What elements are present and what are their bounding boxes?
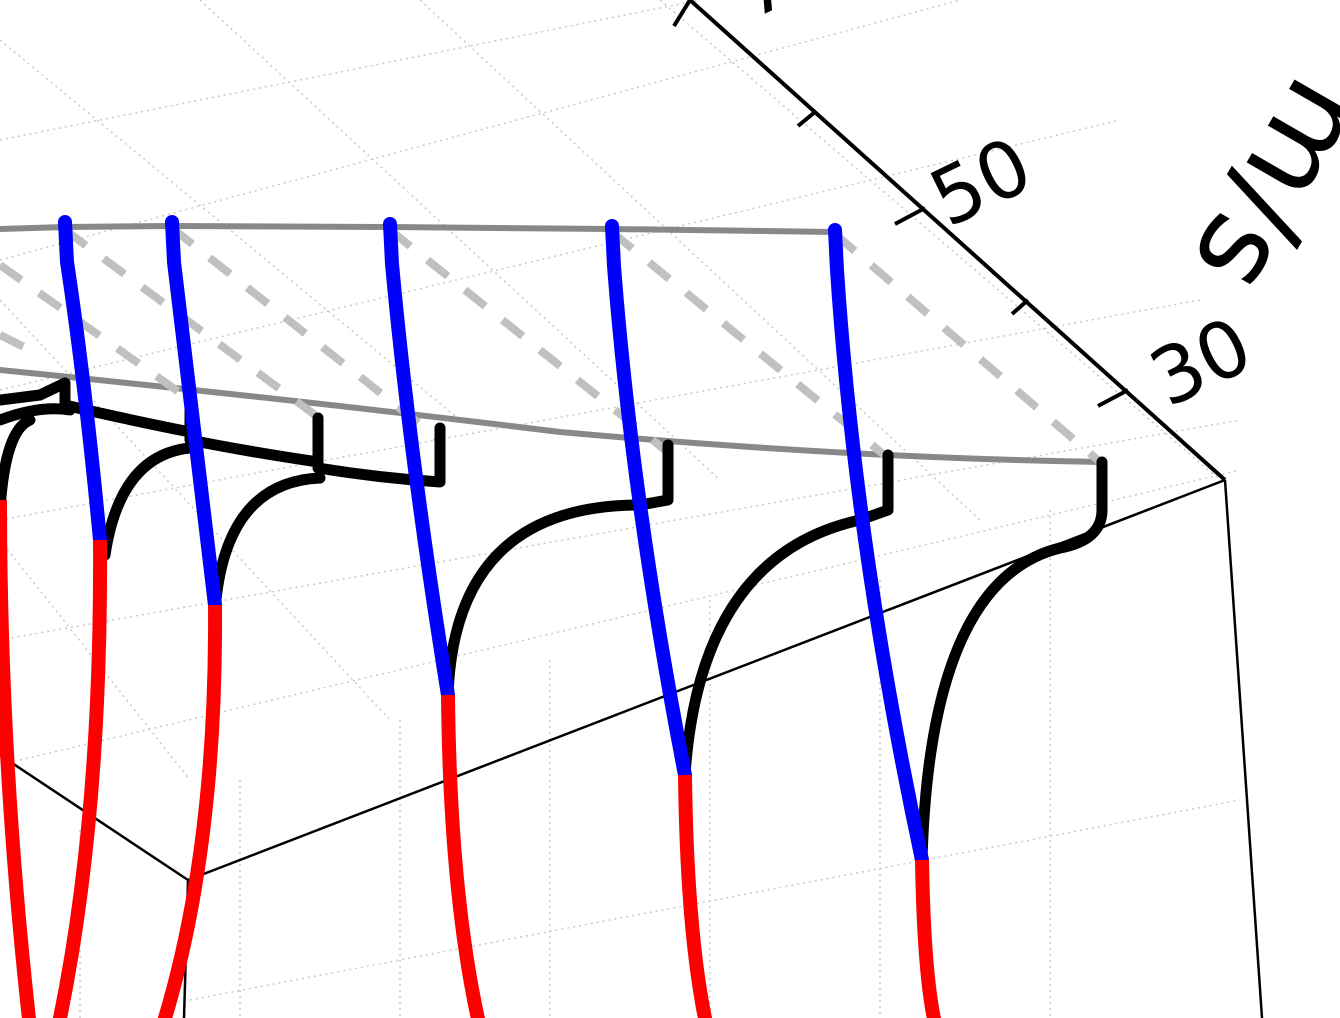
box-edge-vertical-right xyxy=(1223,479,1264,1018)
curve-4-upper-segment xyxy=(605,219,692,782)
dashed-line xyxy=(169,224,443,444)
curve-3-lower-segment xyxy=(441,694,485,1018)
tick-label-partial: 7 xyxy=(721,0,805,37)
profile-hook xyxy=(99,442,196,561)
dashed-line xyxy=(62,226,318,419)
dashed-line xyxy=(609,228,891,462)
profile-hook xyxy=(679,449,894,781)
dashed-line xyxy=(0,331,42,359)
profile-hook xyxy=(916,456,1108,866)
axis-title-depth: m/s xyxy=(1165,56,1340,316)
dashed-line xyxy=(0,261,193,404)
curve-4-lower-segment xyxy=(678,774,713,1018)
curve-3-upper-segment xyxy=(383,217,455,702)
tick-mark xyxy=(1010,298,1030,316)
profile-curves xyxy=(0,377,1108,866)
dashed-line xyxy=(832,230,1103,466)
envelope-top xyxy=(0,222,838,235)
dashed-lines xyxy=(0,224,1103,466)
curve-series xyxy=(0,215,941,1018)
curve-5-lower-segment xyxy=(915,859,941,1018)
profile-left-edge xyxy=(0,414,36,516)
tick-mark xyxy=(672,0,692,28)
curve-1-lower-segment xyxy=(52,539,108,1018)
curve-5-upper-segment xyxy=(828,223,929,867)
curve-0-lower-segment xyxy=(0,499,36,1018)
tick-label-30: 30 xyxy=(1137,301,1266,425)
tick-label-50: 50 xyxy=(917,121,1046,245)
tick-mark xyxy=(1097,388,1129,408)
box-edge-front xyxy=(187,478,1226,882)
dashed-line xyxy=(387,226,668,454)
tick-mark xyxy=(894,206,926,226)
curve-2-lower-segment xyxy=(157,604,223,1018)
depth-axis-ticks xyxy=(672,0,1129,408)
curve-1-upper-segment xyxy=(58,215,107,547)
profile-hook xyxy=(0,403,76,426)
profile-hook xyxy=(209,472,326,616)
tick-mark xyxy=(796,110,817,128)
axis-title-text: m/s xyxy=(1165,56,1340,316)
profile-top-line xyxy=(0,377,446,488)
profile-hook xyxy=(442,439,674,701)
curve-2-upper-segment xyxy=(165,215,222,612)
depth-axis-line xyxy=(688,0,1227,482)
